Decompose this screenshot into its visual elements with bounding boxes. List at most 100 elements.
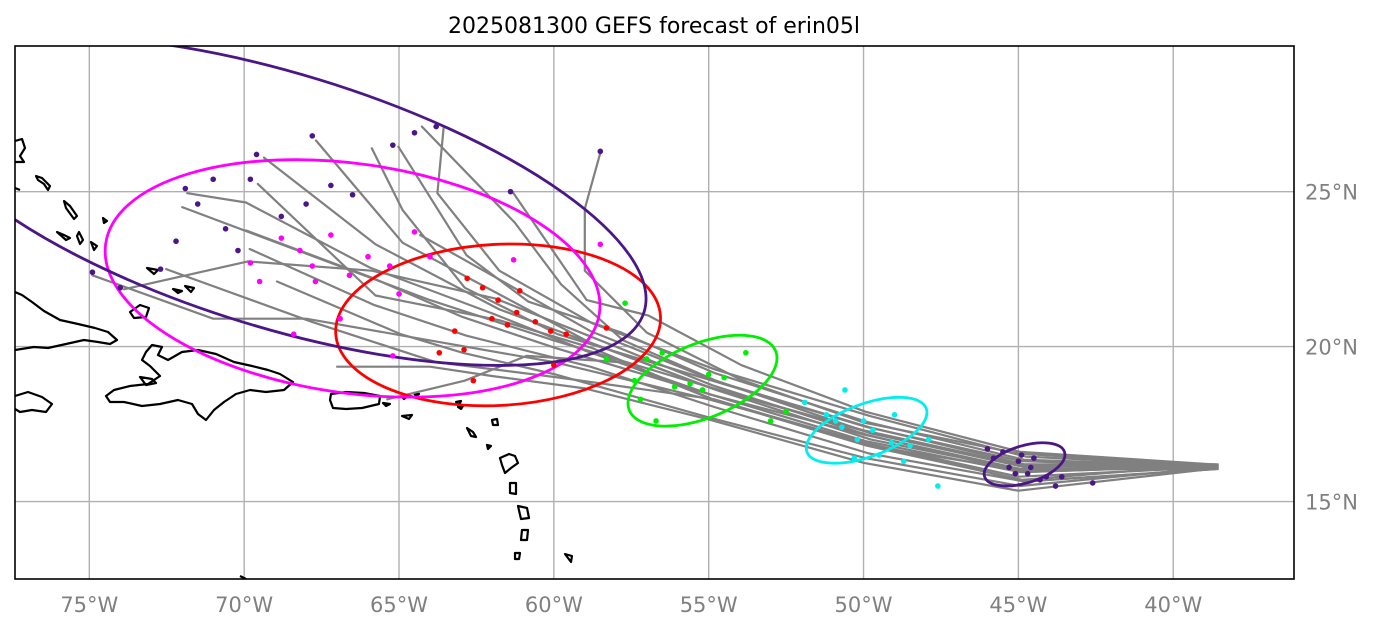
ensemble-position-point [631,377,638,384]
coastline-bahamas-6 [89,240,99,252]
coastline-bahamas-2 [34,174,52,192]
ensemble-position-point [990,455,997,461]
ensemble-position-point [935,483,941,489]
ensemble-track [314,139,1216,471]
ensemble-position-point [832,418,839,424]
ensemble-position-point [907,442,913,449]
ensemble-position-point [671,384,678,390]
ensemble-position-point [888,439,895,446]
map-title: 2025081300 GEFS forecast of erin05l [448,14,860,39]
ensemble-position-point [637,396,644,403]
coastline-jamaica [15,390,54,414]
ensemble-position-point [235,247,241,254]
ensemble-position-point [495,297,501,303]
coastline-bahamas-4 [55,230,72,242]
ensemble-position-point [851,455,858,461]
ensemble-track [122,260,1216,474]
coastline-antigua [490,417,500,427]
ensemble-position-point [427,253,433,260]
uncertainty-ellipse [15,46,648,367]
ensemble-track [248,247,1218,483]
ensemble-position-point [433,123,439,130]
coastline-bahamas-north [15,137,27,164]
ensemble-position-point [1000,449,1006,455]
ensemble-position-point [390,142,396,148]
coastline-virgin-islands-3 [412,391,421,398]
ensemble-position-point [157,266,164,272]
coastline-virgin-islands [381,401,392,408]
lat-lon-gridlines [15,46,1294,579]
ensemble-position-point [436,349,443,356]
ensemble-position-point [290,331,297,337]
ensemble-position-point [1037,477,1043,483]
ensemble-track [419,233,1218,469]
coastline-stkitts [465,426,478,439]
ensemble-track [336,365,1212,492]
ensemble-position-point [842,387,848,393]
ensemble-position-point [1006,464,1012,471]
x-tick-label: 55°W [680,593,738,617]
uncertainty-ellipse [982,441,1067,488]
ensemble-position-point [210,176,216,183]
ensemble-position-point [1058,473,1065,480]
x-tick-label: 40°W [1144,593,1202,617]
ensemble-position-point [173,238,179,245]
ensemble-position-point [386,263,393,269]
ensemble-position-point [984,446,991,452]
ensemble-position-point [687,380,693,387]
ensemble-position-points [89,123,1096,489]
ensemble-track [262,156,1219,472]
coastline-bahamas-5 [75,230,85,246]
ensemble-position-point [659,349,666,356]
ensemble-position-point [365,253,371,260]
ensemble-position-point [89,269,96,276]
ensemble-track [370,147,1216,469]
ensemble-position-point [309,263,316,269]
ensemble-position-point [653,418,659,424]
uncertainty-ellipses [15,46,1067,488]
ensemble-position-point [303,201,309,207]
coastline-guadeloupe [498,452,520,475]
ensemble-position-point [256,278,263,285]
ensemble-position-point [1089,480,1096,486]
ensemble-position-point [396,291,402,297]
ensemble-position-point [643,356,650,362]
ensemble-position-point [328,182,334,189]
ensemble-track [397,145,1218,467]
coastline-turks [145,266,160,276]
ensemble-position-point [504,322,511,328]
ensemble-position-point [900,458,907,465]
coastline-virgin-islands-4 [400,413,414,421]
ensemble-position-point [297,247,303,254]
y-tick-label: 15°N [1305,491,1358,515]
ensemble-position-point [823,411,830,418]
ensemble-position-point [411,229,418,235]
ensemble-position-point [743,349,749,356]
ensemble-position-point [547,328,554,334]
ensemble-position-point [1031,455,1037,461]
x-tick-label: 75°W [60,593,118,617]
coastline-inagua [128,303,151,320]
ensemble-position-point [563,331,570,337]
y-tick-label: 20°N [1305,336,1358,360]
ensemble-position-point [470,377,477,384]
ensemble-position-point [346,272,353,279]
axis-tick-labels: 75°W 70°W 65°W 60°W 55°W 50°W 45°W 40°W 15°N 20°N… [60,181,1358,617]
coastline-montserrat [485,443,493,451]
map-frame [14,45,1295,580]
uncertainty-ellipse [334,242,662,408]
ensemble-position-point [721,374,727,381]
ensemble-position-point [925,436,932,443]
y-tick-label: 25°N [1305,181,1358,205]
ensemble-position-point [479,284,486,291]
ensemble-position-point [603,325,610,331]
ensemble-position-point [390,353,396,359]
uncertainty-ellipse [804,395,929,465]
ensemble-position-point [767,418,774,424]
ensemble-position-point [510,257,517,263]
ensemble-position-point [278,213,285,220]
ensemble-position-point [603,356,610,362]
ensemble-position-point [182,185,189,192]
ensemble-position-point [117,284,124,291]
ensemble-position-point [839,424,845,430]
